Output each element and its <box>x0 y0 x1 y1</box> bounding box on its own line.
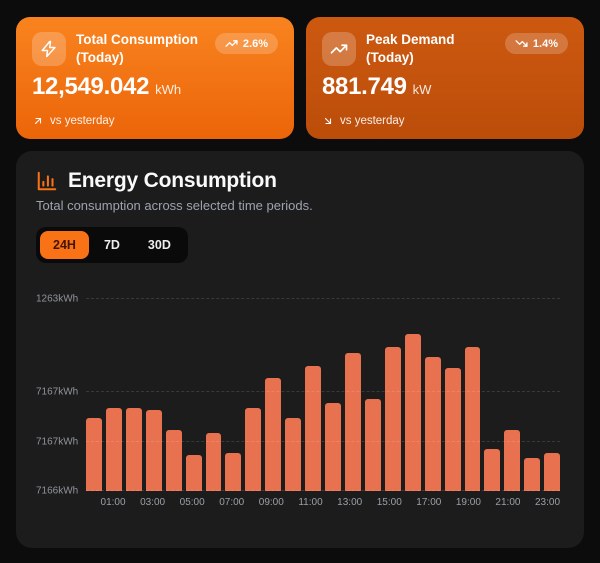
trend-badge-label: 1.4% <box>532 37 558 50</box>
kpi-card-header: Peak Demand (Today) 1.4% <box>322 31 568 66</box>
bar-19:00[interactable] <box>464 347 481 491</box>
bar-15:00[interactable] <box>384 347 401 491</box>
x-axis-label: 07:00 <box>219 497 245 508</box>
kpi-card-total-consumption: Total Consumption (Today) 2.6% 12,549.04… <box>16 17 294 139</box>
tab-7d[interactable]: 7D <box>91 231 133 259</box>
x-axis-label: 05:00 <box>179 497 205 508</box>
trend-badge: 2.6% <box>214 33 278 54</box>
bar-01:00[interactable] <box>105 408 122 491</box>
bar-06:00[interactable] <box>205 433 222 491</box>
tab-24h[interactable]: 24H <box>40 231 89 259</box>
bar-14:00[interactable] <box>364 398 381 491</box>
chart-title: Energy Consumption <box>68 169 277 192</box>
dashboard-page: Total Consumption (Today) 2.6% 12,549.04… <box>16 17 584 548</box>
tab-30d[interactable]: 30D <box>135 231 184 259</box>
x-axis-label <box>284 497 299 508</box>
x-axis-label <box>323 497 338 508</box>
kpi-footer: vs yesterday <box>32 115 278 127</box>
gridline <box>86 490 560 491</box>
trending-down-icon <box>515 37 528 50</box>
trending-up-icon <box>322 31 356 66</box>
bar-08:00[interactable] <box>245 408 262 491</box>
x-axis-label <box>86 497 101 508</box>
x-axis-label <box>126 497 141 508</box>
kpi-unit: kW <box>412 82 432 98</box>
x-axis-label <box>165 497 180 508</box>
kpi-footer-label: vs yesterday <box>340 115 405 127</box>
bar-20:00[interactable] <box>484 448 501 491</box>
bar-09:00[interactable] <box>265 377 282 491</box>
bar-00:00[interactable] <box>86 418 102 491</box>
gridline <box>86 390 560 392</box>
trend-badge-label: 2.6% <box>242 37 268 50</box>
kpi-value-row: 12,549.042 kWh <box>32 73 278 101</box>
x-axis-label <box>520 497 535 508</box>
bar-04:00[interactable] <box>165 429 182 491</box>
x-axis-label <box>481 497 496 508</box>
y-axis-tick: 7166kWh <box>36 485 79 497</box>
kpi-value: 881.749 <box>322 73 407 101</box>
bar-07:00[interactable] <box>225 452 242 491</box>
bar-12:00[interactable] <box>325 402 341 491</box>
bar-13:00[interactable] <box>344 352 361 491</box>
bar-22:00[interactable] <box>524 458 541 491</box>
kpi-unit: kWh <box>155 82 182 98</box>
kpi-title: Total Consumption (Today) <box>76 32 198 65</box>
trend-badge: 1.4% <box>504 33 568 54</box>
bar-17:00[interactable] <box>424 356 441 491</box>
x-axis-label: 01:00 <box>100 497 126 508</box>
x-axis-label: 09:00 <box>258 497 284 508</box>
kpi-row: Total Consumption (Today) 2.6% 12,549.04… <box>16 17 584 139</box>
gridline <box>86 441 560 443</box>
kpi-footer-label: vs yesterday <box>50 115 115 127</box>
x-axis-label <box>441 497 456 508</box>
bar-10:00[interactable] <box>285 418 302 491</box>
x-axis-label <box>402 497 417 508</box>
x-axis-label: 15:00 <box>376 497 402 508</box>
x-axis-labels: 01:00 03:00 05:00 07:00 09:00 11:00 13:00 15:00… <box>86 497 560 508</box>
y-axis-tick: 7167kWh <box>36 386 79 398</box>
x-axis-label <box>244 497 259 508</box>
zap-icon <box>32 31 66 66</box>
bar-11:00[interactable] <box>305 366 322 491</box>
gridline <box>86 298 560 299</box>
y-axis-tick: 7167kWh <box>36 436 79 448</box>
bar-05:00[interactable] <box>185 454 202 491</box>
chart-subtitle: Total consumption across selected time p… <box>36 198 313 213</box>
kpi-value: 12,549.042 <box>32 73 150 101</box>
y-axis-tick: 1263kWh <box>36 293 79 305</box>
bar-16:00[interactable] <box>404 333 421 491</box>
kpi-card-header: Total Consumption (Today) 2.6% <box>32 31 278 66</box>
x-axis-label: 03:00 <box>140 497 166 508</box>
x-axis-label <box>205 497 220 508</box>
bar-21:00[interactable] <box>504 429 521 491</box>
kpi-card-peak-demand: Peak Demand (Today) 1.4% 881.749 kW vs y… <box>306 17 584 139</box>
bars <box>86 299 561 491</box>
bar-chart-icon <box>36 170 58 192</box>
bar-23:00[interactable] <box>544 452 561 491</box>
arrow-up-right-icon <box>32 115 44 127</box>
x-axis-label: 21:00 <box>495 497 521 508</box>
time-range-tabs: 24H 7D 30D <box>36 227 188 263</box>
x-axis-label: 23:00 <box>534 497 561 508</box>
kpi-title: Peak Demand (Today) <box>366 32 455 65</box>
bar-02:00[interactable] <box>125 408 142 491</box>
kpi-value-row: 881.749 kW <box>322 73 568 101</box>
bar-18:00[interactable] <box>444 368 461 491</box>
chart-header: Energy Consumption <box>36 169 564 193</box>
kpi-footer: vs yesterday <box>322 115 568 127</box>
plot-area: 7166kWh 7167kWh 7167kWh 1263kWh <box>36 294 564 497</box>
x-axis-label <box>362 497 377 508</box>
bar-03:00[interactable] <box>145 410 162 491</box>
x-axis-label: 13:00 <box>337 497 363 508</box>
x-axis-label: 11:00 <box>298 497 323 508</box>
x-axis-label: 17:00 <box>416 497 442 508</box>
arrow-down-right-icon <box>322 115 334 127</box>
trending-up-icon <box>225 37 238 50</box>
energy-consumption-card: Energy Consumption Total consumption acr… <box>16 151 584 548</box>
x-axis-label: 19:00 <box>455 497 481 508</box>
